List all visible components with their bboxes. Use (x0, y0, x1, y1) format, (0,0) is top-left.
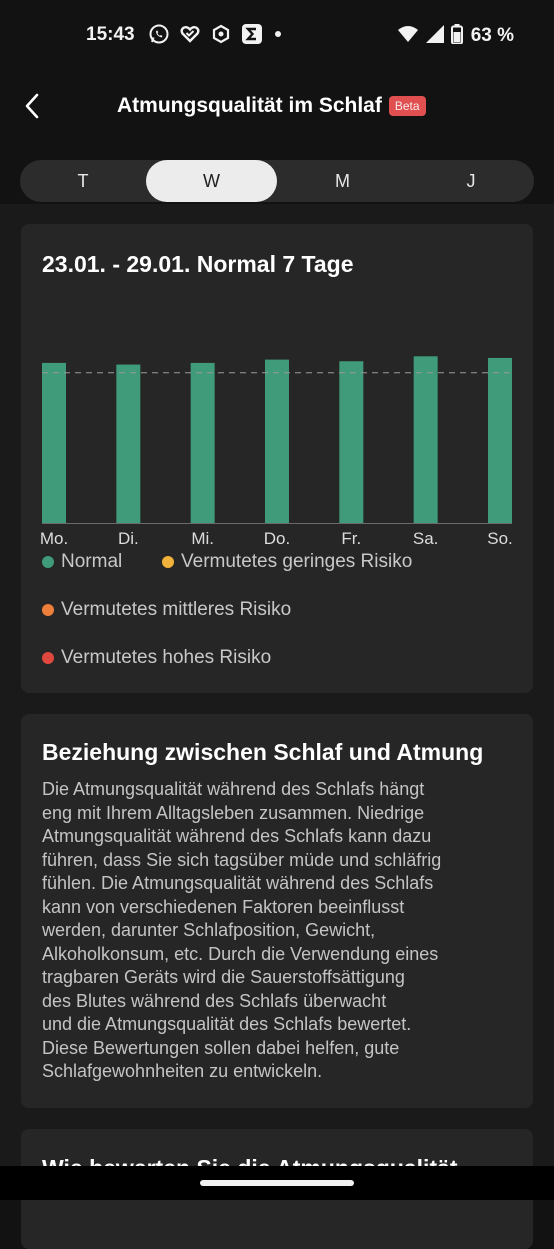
chart-bar-mo (42, 362, 66, 523)
system-navigation-bar (0, 1166, 554, 1200)
chart-bar-fr (339, 361, 364, 523)
tab-tag[interactable]: T (77, 171, 89, 191)
info-line: eng mit Ihrem Alltagsleben zusammen. Nie… (42, 802, 425, 823)
system-icons: 63 % (397, 23, 514, 49)
chart-bar-di (116, 364, 141, 523)
chart-x-label: So. (487, 529, 513, 548)
chart-x-label: Mi. (191, 529, 214, 548)
battery-percentage: 63 % (470, 25, 514, 46)
chart-bar-sa (413, 356, 438, 523)
tab-woche[interactable]: W (146, 160, 277, 202)
period-tab-section: T W M J (0, 144, 554, 204)
chart-x-label: Fr. (341, 529, 361, 548)
legend-item-low-risk: Vermutetes geringes Risiko (162, 551, 412, 573)
info-line: Alkoholkonsum, etc. Durch die Verwendung… (42, 943, 439, 964)
chart-card: 23.01. - 29.01. Normal 7 Tage Mo. Di. Mi. D… (21, 224, 533, 693)
home-gesture-handle[interactable] (200, 1180, 354, 1186)
chart-bar-do (265, 359, 289, 523)
legend-dot-normal (42, 556, 54, 568)
header-title-group: Atmungsqualität im Schlaf Beta (117, 94, 426, 118)
tab-jahr[interactable]: J (466, 171, 476, 191)
notification-icons (148, 23, 284, 50)
legend-label-medium-risk: Vermutetes mittleres Risiko (61, 599, 292, 620)
page-title: Atmungsqualität im Schlaf (117, 94, 382, 117)
app-header: Atmungsqualität im Schlaf Beta (0, 72, 554, 144)
chart-x-label: Mo. (40, 529, 68, 548)
hexagon-icon (210, 23, 232, 50)
content-scroll-area[interactable]: 23.01. - 29.01. Normal 7 Tage Mo. Di. Mi. D… (0, 204, 554, 1249)
legend-item-high-risk: Vermutetes hohes Risiko (42, 647, 271, 669)
beta-badge: Beta (388, 96, 426, 116)
info-card-body: Die Atmungsqualität während des Schlafs … (42, 778, 517, 1084)
info-line: Die Atmungsqualität während des Schlafs … (42, 779, 425, 799)
signal-icon (425, 24, 445, 49)
legend-dot-low-risk (162, 556, 174, 568)
tab-monat[interactable]: M (335, 171, 350, 191)
dot-icon (272, 23, 284, 50)
legend-label-high-risk: Vermutetes hohes Risiko (61, 647, 272, 668)
legend-label-low-risk: Vermutetes geringes Risiko (181, 551, 413, 572)
chart-title: 23.01. - 29.01. Normal 7 Tage (42, 251, 354, 277)
info-line: kann von verschiedenen Faktoren beeinflu… (42, 896, 405, 917)
info-line: führen, dass Sie sich tagsüber müde und … (42, 849, 442, 870)
sigma-icon (241, 23, 263, 50)
whatsapp-icon (148, 23, 170, 50)
info-line: des Blutes während des Schlafs überwacht (42, 990, 387, 1011)
legend-item-medium-risk: Vermutetes mittleres Risiko (42, 599, 291, 621)
info-line: fühlen. Die Atmungsqualität während des … (42, 873, 434, 893)
chevron-left-icon (25, 93, 39, 119)
legend-dot-high-risk (42, 652, 54, 664)
info-line: Schlafgewohnheiten zu entwickeln. (42, 1061, 323, 1081)
chart-bar-so (488, 357, 512, 523)
info-line: Atmungsqualität während des Schlafs kann… (42, 826, 432, 846)
chart-x-label: Di. (118, 529, 139, 548)
status-time: 15:43 (86, 24, 135, 45)
info-line: Diese Bewertungen sollen dabei helfen, g… (42, 1037, 400, 1058)
legend-label-normal: Normal (61, 551, 123, 572)
info-line: tragbaren Geräts wird die Sauerstoffsätt… (42, 967, 405, 987)
chart-x-label: Do. (264, 529, 290, 548)
weekly-bar-chart: Mo. Di. Mi. Do. Fr. Sa. So. (40, 356, 513, 548)
chart-x-label: Sa. (413, 529, 439, 548)
period-tab-bar: T W M J (20, 160, 534, 202)
chart-bar-mi (190, 362, 215, 523)
info-card-sleep-breathing: Beziehung zwischen Schlaf und Atmung Die… (21, 714, 533, 1108)
wifi-icon (397, 24, 419, 49)
info-line: und die Atmungsqualität des Schlafs bewe… (42, 1014, 412, 1034)
battery-icon (450, 23, 463, 49)
status-bar: 15:43 (0, 0, 554, 72)
info-card-title: Beziehung zwischen Schlaf und Atmung (42, 739, 484, 765)
heart-icon (179, 23, 201, 50)
back-button[interactable] (14, 88, 50, 124)
legend-dot-medium-risk (42, 604, 54, 616)
legend-item-normal: Normal (42, 551, 122, 573)
info-line: werden, darunter Schlafposition, Gewicht… (42, 920, 376, 940)
